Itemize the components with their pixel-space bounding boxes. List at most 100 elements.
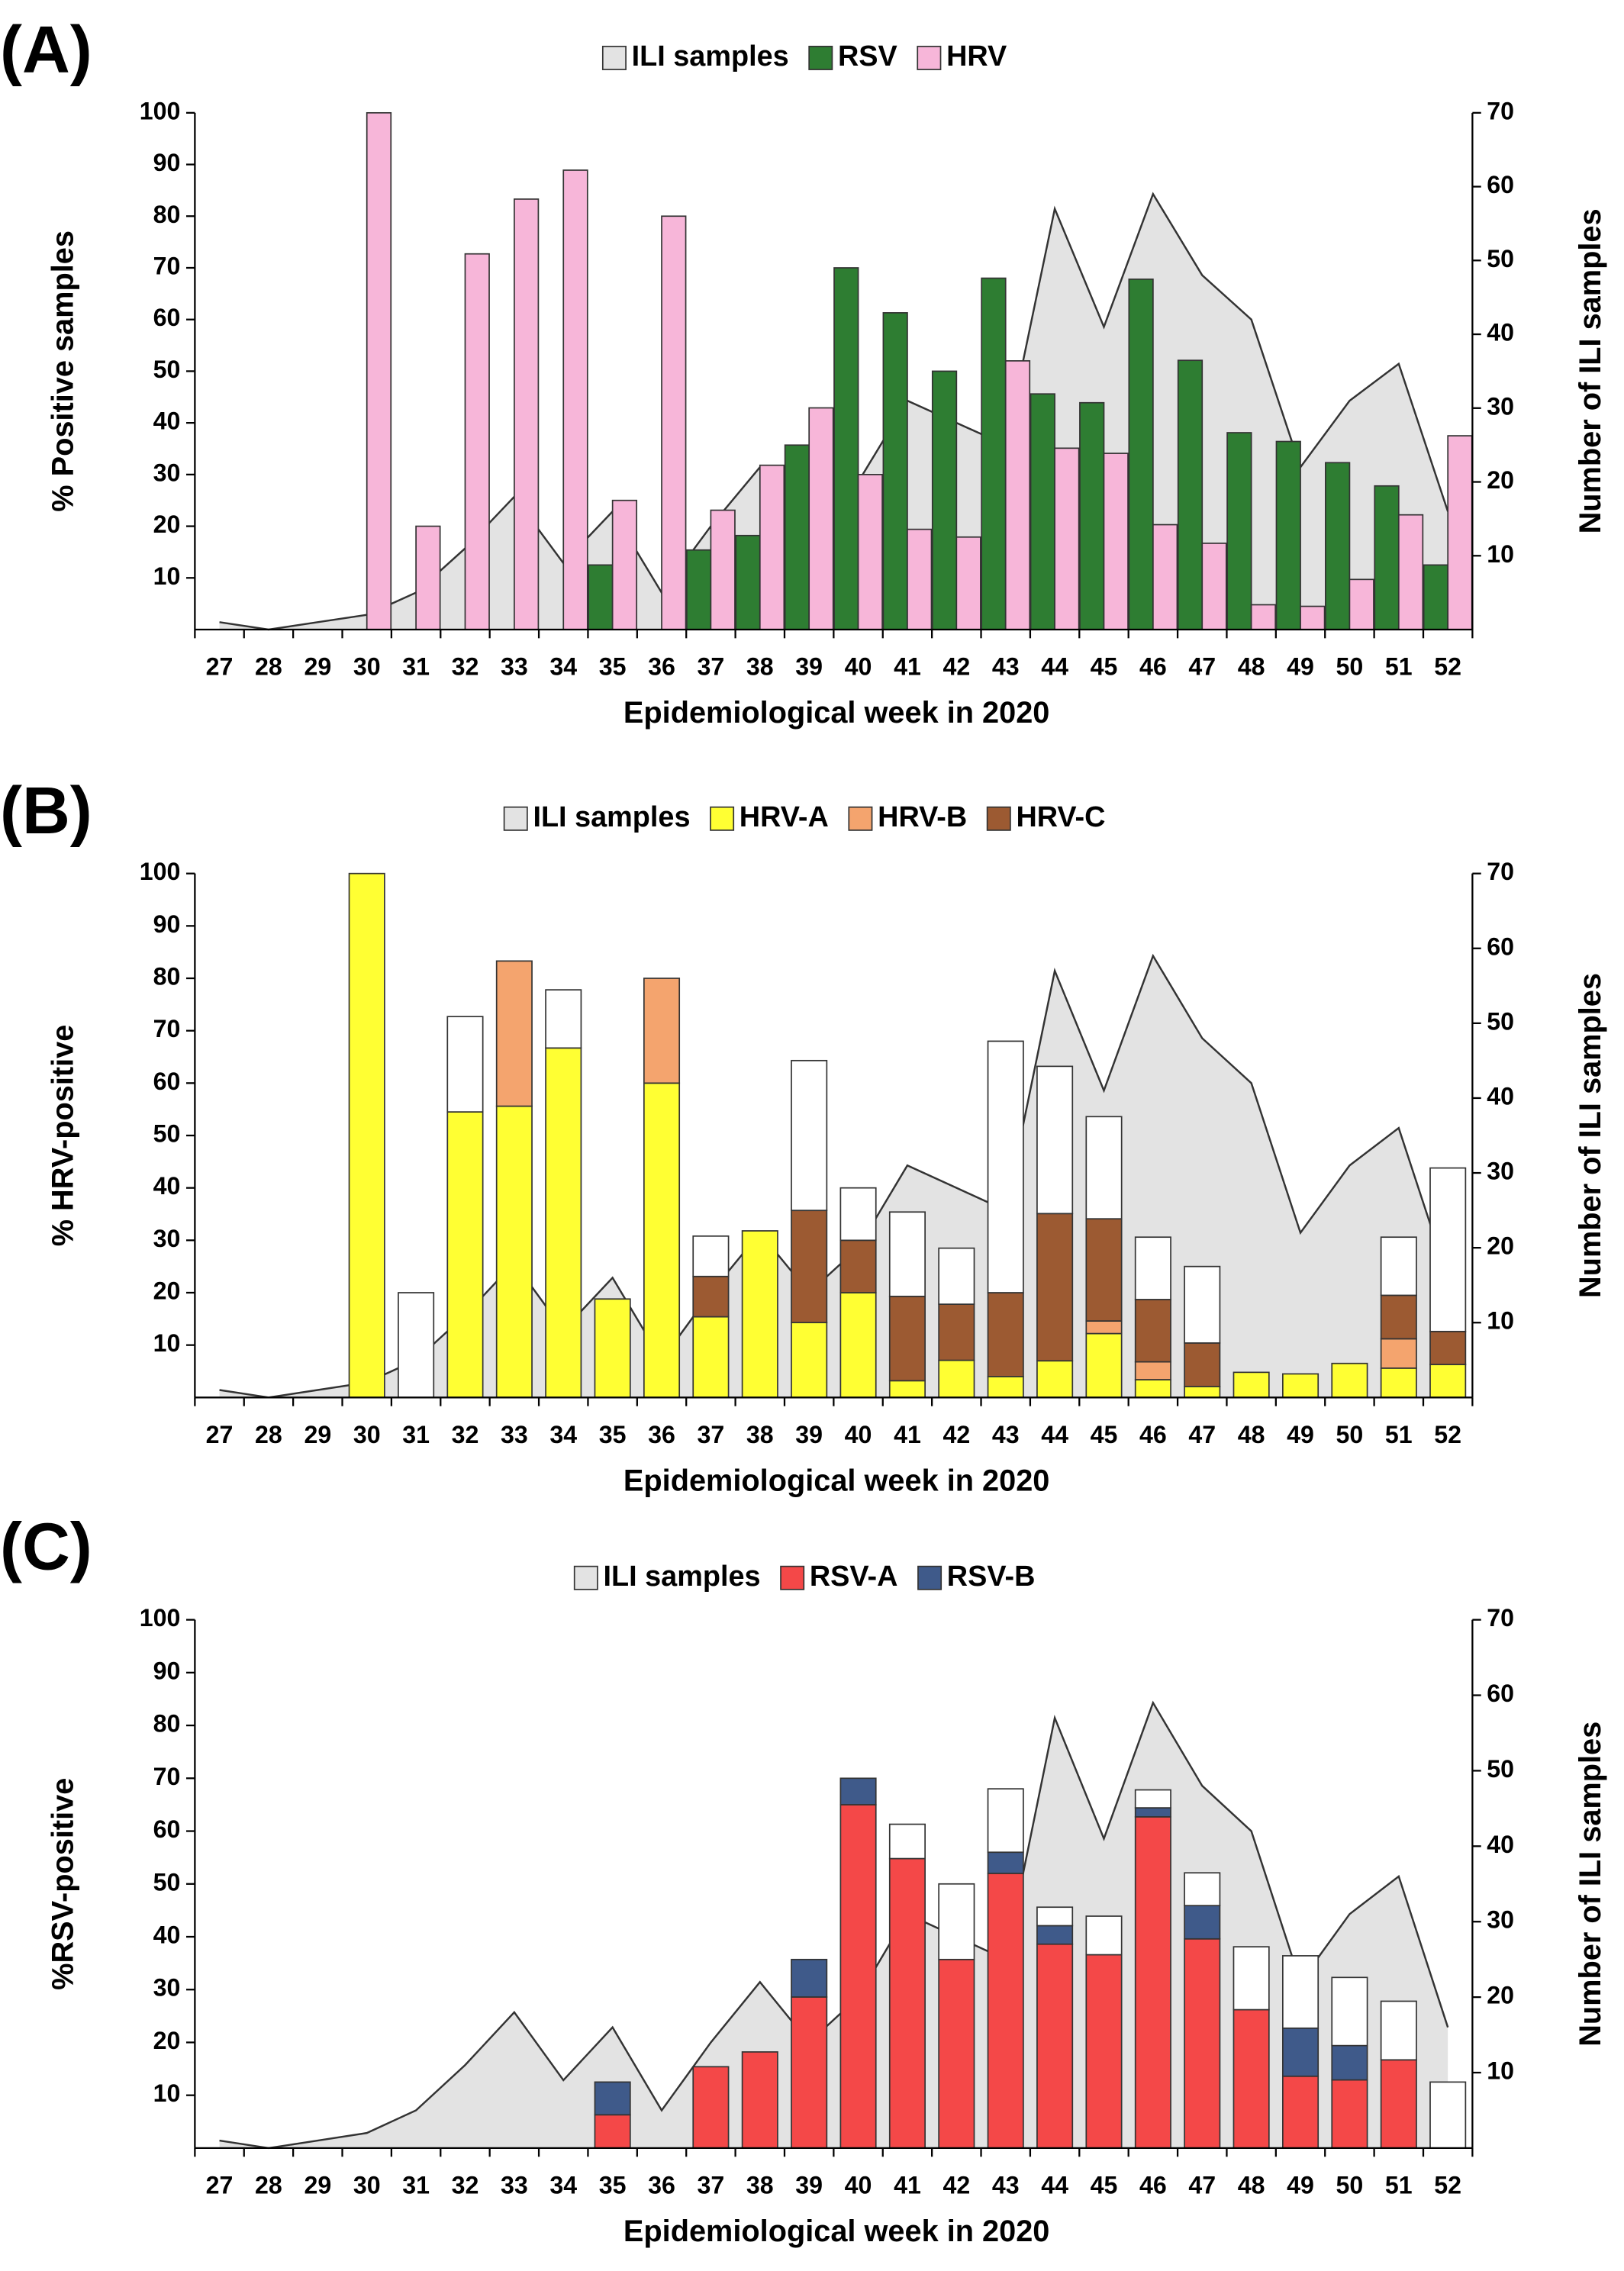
bar-segment	[888, 1211, 926, 1297]
x-tick-label: 45	[1091, 1421, 1118, 1448]
bar-segment	[1184, 1938, 1221, 2149]
x-tick-label: 28	[255, 2171, 282, 2199]
bar	[1325, 462, 1351, 630]
x-tick-label: 37	[698, 1421, 725, 1448]
bar-segment	[1184, 1265, 1221, 1344]
x-tick-label: 38	[746, 653, 774, 681]
x-tick-label: 33	[501, 653, 528, 681]
x-tick-label: 39	[795, 2171, 823, 2199]
bar-segment	[1282, 1373, 1320, 1399]
y-tick-label: 70	[153, 1015, 181, 1042]
y2-tick-label: 20	[1487, 1982, 1514, 2009]
x-tick-label: 48	[1238, 653, 1265, 681]
bar-segment	[594, 1298, 631, 1399]
y2-tick-label: 10	[1487, 2057, 1514, 2085]
y-tick-label: 80	[153, 201, 181, 228]
bar-segment	[1429, 1330, 1467, 1365]
y-tick-label: 30	[153, 1225, 181, 1252]
bar	[1201, 543, 1227, 630]
x-tick-label: 45	[1091, 653, 1118, 681]
bar-segment	[1184, 1342, 1221, 1387]
x-tick-label: 44	[1041, 1421, 1068, 1448]
x-tick-label: 33	[501, 1421, 528, 1448]
bar	[1275, 440, 1301, 630]
y-tick-label: 90	[153, 1657, 181, 1684]
bar	[784, 444, 810, 630]
x-tick-label: 39	[795, 1421, 823, 1448]
bar	[1152, 523, 1178, 630]
bar-segment	[1036, 1943, 1074, 2149]
bar-segment	[938, 1883, 975, 1960]
y-tick-label: 30	[153, 459, 181, 486]
bar	[1004, 360, 1031, 630]
x-tick-label: 46	[1139, 653, 1167, 681]
y2-tick-label: 20	[1487, 466, 1514, 494]
y2-tick-label: 30	[1487, 1906, 1514, 1934]
bar-segment	[888, 1857, 926, 2149]
bar-segment	[938, 1958, 975, 2149]
y2-tick-label: 60	[1487, 933, 1514, 960]
legend-swatch	[917, 1565, 942, 1590]
bar-segment	[791, 1322, 828, 1399]
bar-segment	[1085, 1332, 1123, 1399]
x-tick-label: 36	[648, 1421, 675, 1448]
bar-segment	[1429, 1364, 1467, 1399]
bar	[588, 564, 614, 630]
bar-segment	[987, 1873, 1024, 2149]
x-tick-label: 33	[501, 2171, 528, 2199]
bar	[808, 407, 834, 630]
x-tick-label: 51	[1385, 2171, 1413, 2199]
y-tick-label: 80	[153, 963, 181, 991]
legend: ILI samples RSV HRV	[601, 40, 1007, 72]
x-tick-label: 43	[992, 2171, 1020, 2199]
bar-segment	[1282, 2027, 1320, 2077]
bar-segment	[1134, 1379, 1171, 1399]
x-tick-label: 43	[992, 1421, 1020, 1448]
bar-segment	[495, 1105, 533, 1399]
bar	[415, 525, 441, 630]
y-tick-label: 80	[153, 1710, 181, 1738]
bar-segment	[1380, 1367, 1417, 1399]
x-tick-label: 52	[1434, 2171, 1461, 2199]
bar-segment	[1380, 2000, 1417, 2061]
bar	[735, 534, 761, 630]
bar-segment	[839, 1239, 877, 1293]
bar-segment	[1184, 1872, 1221, 1907]
y-tick-label: 50	[153, 1868, 181, 1896]
x-tick-label: 40	[845, 2171, 872, 2199]
bar	[981, 277, 1007, 630]
y-tick-label: 10	[153, 1329, 181, 1357]
x-axis-label: Epidemiological week in 2020	[624, 2215, 1050, 2248]
bar-segment	[692, 1316, 730, 1399]
bar-segment	[1134, 1236, 1171, 1300]
y-tick-label: 100	[140, 858, 181, 885]
y-tick-label: 40	[153, 1172, 181, 1200]
bar	[1300, 605, 1326, 630]
x-tick-label: 27	[206, 2171, 234, 2199]
legend-swatch	[503, 806, 528, 831]
y-tick-label: 40	[153, 1921, 181, 1949]
bar-segment	[398, 1292, 435, 1399]
bar-segment	[643, 1082, 681, 1399]
x-tick-label: 38	[746, 1421, 774, 1448]
x-tick-label: 42	[942, 653, 970, 681]
bar-segment	[1331, 2044, 1368, 2081]
bar-segment	[446, 1111, 484, 1399]
y2-tick-label: 50	[1487, 245, 1514, 272]
y-tick-label: 10	[153, 562, 181, 590]
x-tick-label: 31	[402, 653, 430, 681]
panel-label: (C)	[0, 1510, 92, 1584]
bar	[514, 198, 540, 630]
y2-tick-label: 20	[1487, 1232, 1514, 1260]
y2-axis-label: Number of ILI samples	[1574, 1722, 1607, 2047]
bar-segment	[1085, 1915, 1123, 1956]
x-tick-label: 27	[206, 1421, 234, 1448]
bar-segment	[1380, 1294, 1417, 1340]
bar-segment	[545, 1047, 582, 1399]
bar-segment	[1036, 1925, 1074, 1945]
y2-axis-label: Number of ILI samples	[1574, 208, 1607, 533]
bar-segment	[594, 2114, 631, 2149]
bar-segment	[1085, 1116, 1123, 1220]
bar-segment	[1036, 1906, 1074, 1927]
y-axis-label: % Positive samples	[47, 230, 80, 512]
